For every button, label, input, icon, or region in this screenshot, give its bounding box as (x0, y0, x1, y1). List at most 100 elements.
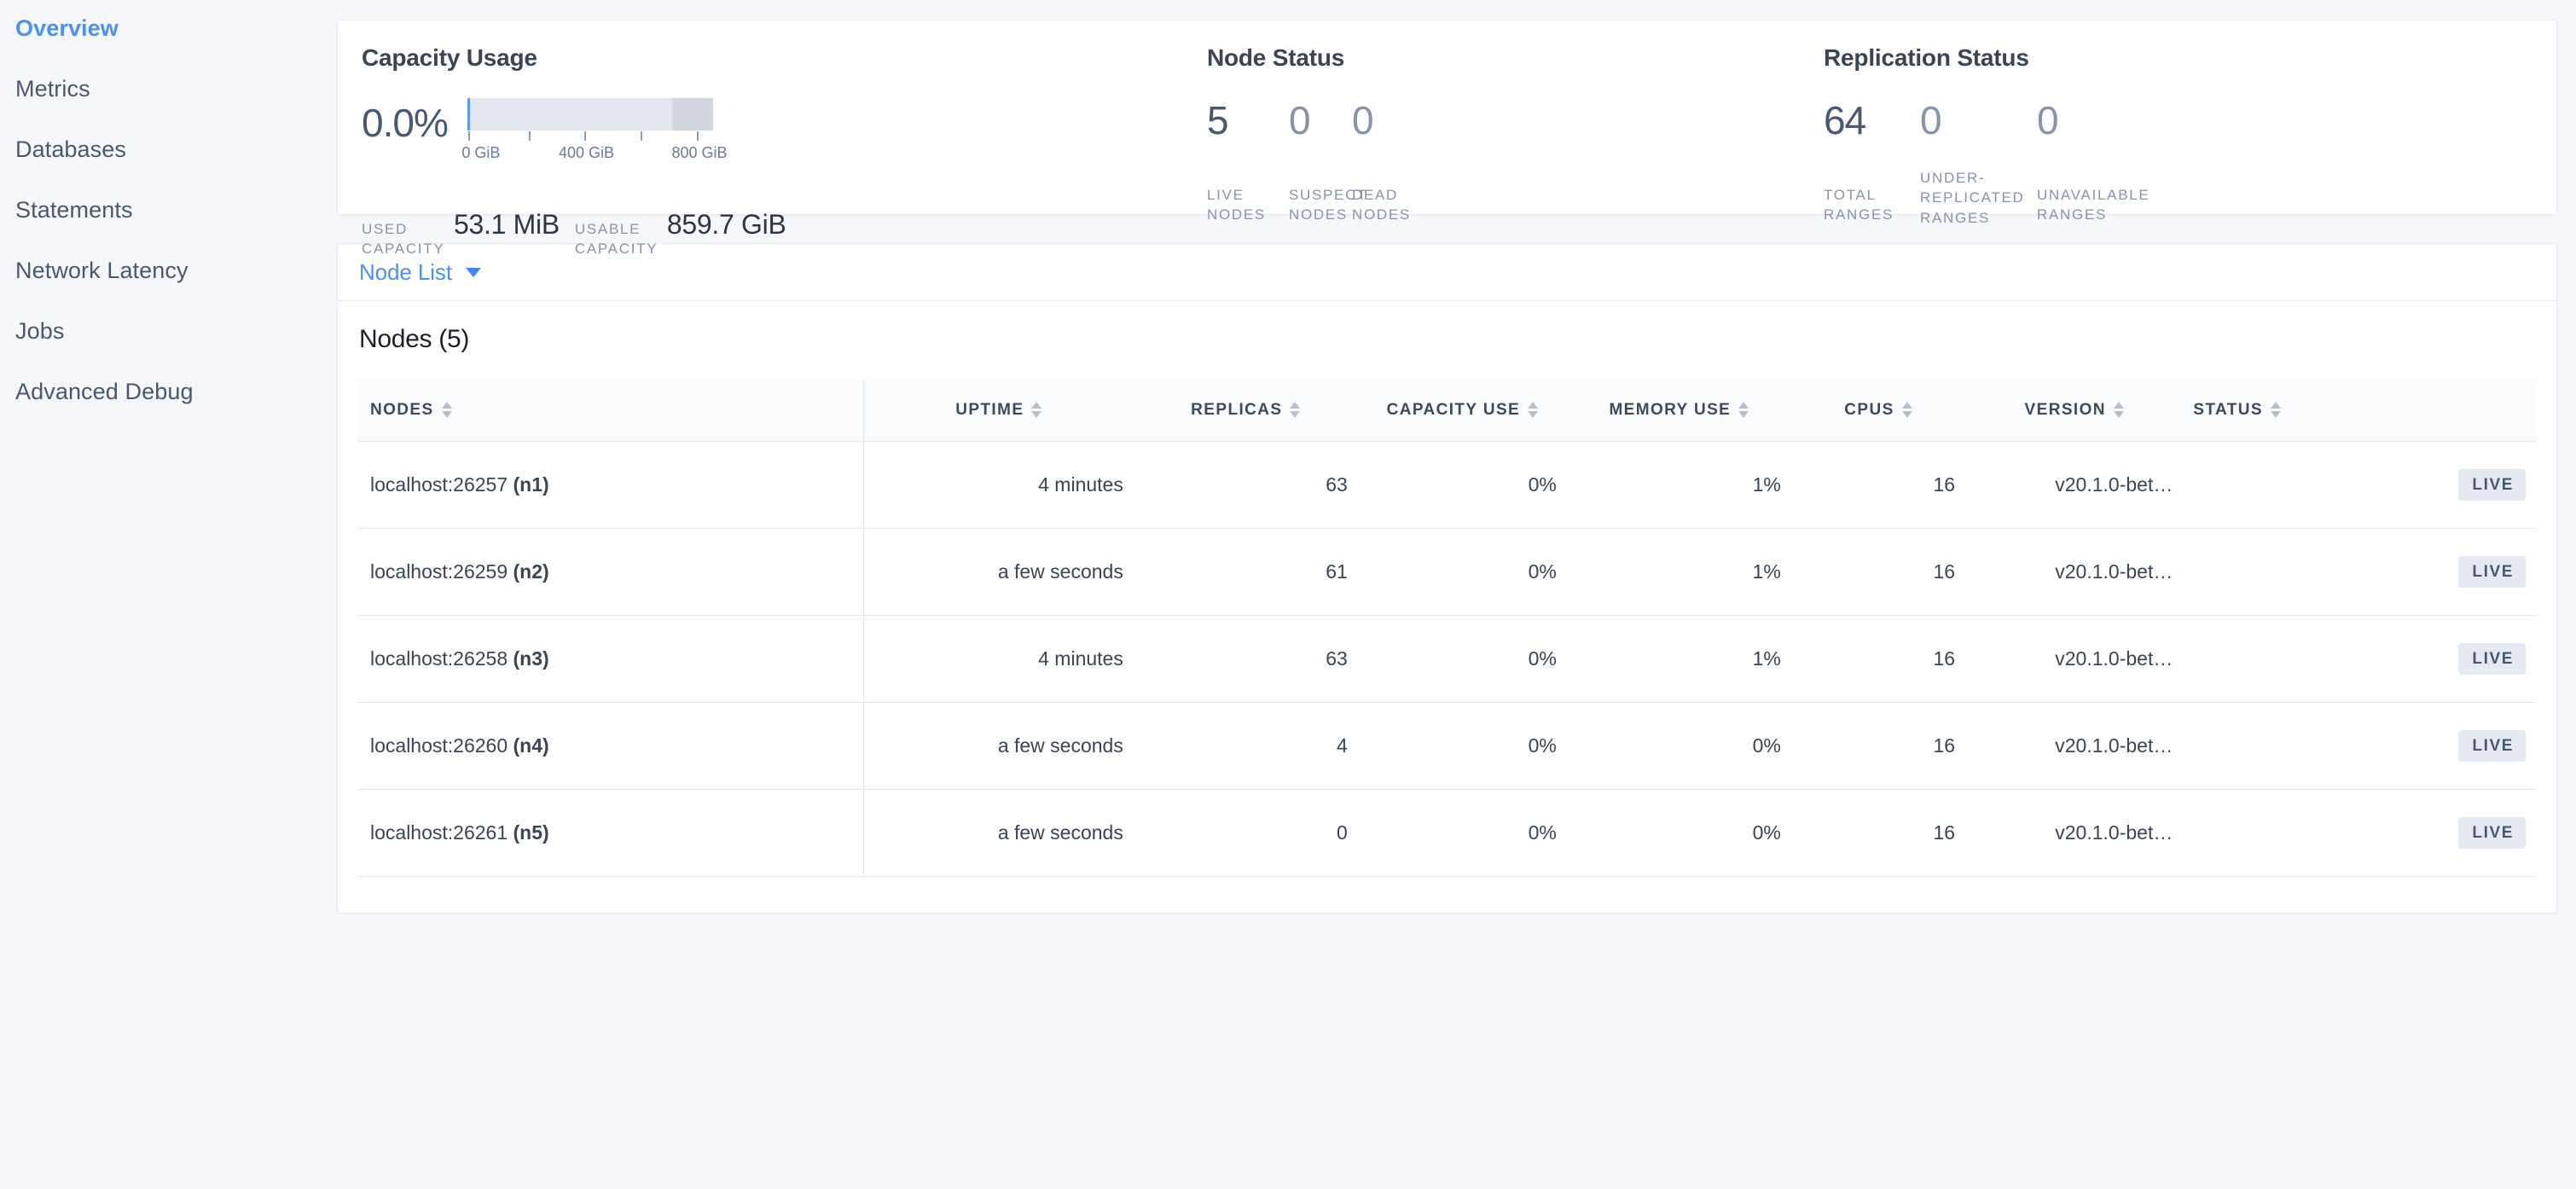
column-header-nodes[interactable]: NODES (358, 380, 864, 442)
sidebar-item-advanced-debug[interactable]: Advanced Debug (15, 379, 194, 404)
dead-nodes-label-line1: DEAD (1351, 187, 1399, 203)
unavailable-ranges-label-line2: RANGES (2037, 206, 2108, 223)
sidebar-item-metrics[interactable]: Metrics (15, 76, 90, 102)
cell-cpus: 16 (1790, 615, 1966, 703)
suspect-nodes-value: 0 (1288, 98, 1311, 142)
cell-memory-use: 0% (1566, 702, 1791, 790)
cell-replicas: 63 (1133, 615, 1358, 703)
suspect-nodes-label: SUSPECT NODES (1288, 185, 1366, 225)
table-row[interactable]: localhost:26258 (n3) 4 minutes 63 0% 1% … (358, 615, 2536, 703)
sort-icon[interactable] (2270, 402, 2281, 419)
unavailable-ranges-label: UNAVAILABLE RANGES (2037, 185, 2150, 225)
column-header-status[interactable]: STATUS (2183, 380, 2536, 442)
cell-node[interactable]: localhost:26260 (n4) (358, 702, 864, 790)
total-ranges-value: 64 (1824, 98, 1866, 142)
node-host: localhost:26260 (370, 734, 513, 757)
node-list-dropdown[interactable]: Node List (359, 261, 481, 283)
cell-capacity-use: 0% (1357, 789, 1567, 877)
sort-icon[interactable] (1290, 402, 1301, 419)
node-id: (n3) (513, 647, 549, 670)
table-row[interactable]: localhost:26260 (n4) a few seconds 4 0% … (358, 702, 2536, 790)
cell-cpus: 16 (1790, 702, 1966, 790)
node-id: (n4) (513, 734, 549, 757)
cell-cpus: 16 (1790, 789, 1966, 877)
usable-capacity-value: 859.7 GiB (666, 209, 786, 240)
sort-icon[interactable] (2113, 402, 2124, 419)
unavailable-ranges-stat: 0 UNAVAILABLE RANGES (2037, 101, 2150, 228)
column-header-uptime[interactable]: UPTIME (863, 380, 1134, 442)
replication-status-title: Replication Status (1824, 44, 2029, 71)
axis-label-800gib: 800 GiB (671, 144, 728, 161)
axis-tick (467, 131, 470, 141)
sidebar-item-statements[interactable]: Statements (15, 197, 133, 223)
cell-version: v20.1.0-bet… (1965, 528, 2184, 616)
cell-node[interactable]: localhost:26258 (n3) (358, 615, 864, 703)
sidebar-item-databases[interactable]: Databases (15, 136, 126, 162)
cell-replicas: 4 (1133, 702, 1358, 790)
sidebar-item-jobs[interactable]: Jobs (15, 318, 65, 344)
nav-spacer (0, 232, 337, 249)
status-badge: LIVE (2458, 555, 2526, 588)
axis-label-400gib: 400 GiB (559, 144, 615, 161)
sidebar-item-network-latency[interactable]: Network Latency (15, 258, 189, 283)
column-header-replicas[interactable]: REPLICAS (1133, 380, 1358, 442)
replication-status-stats: 64 TOTAL RANGES 0 UNDER- REPLICATED RANG… (1824, 101, 2556, 228)
sort-icon[interactable] (1031, 402, 1042, 419)
live-nodes-label: LIVE NODES (1207, 185, 1289, 225)
node-host: localhost:26257 (370, 473, 513, 496)
chevron-down-icon (465, 267, 481, 277)
usable-capacity-label: USABLE CAPACITY (575, 219, 667, 259)
sort-icon[interactable] (441, 402, 452, 419)
axis-tick (528, 131, 531, 141)
cell-replicas: 61 (1133, 528, 1358, 616)
under-replicated-label-line2: REPLICATED (1920, 189, 2025, 206)
sort-icon[interactable] (1901, 402, 1912, 419)
nodes-table-card: Nodes (5) NODES (337, 300, 2557, 914)
live-nodes-label-line2: NODES (1206, 206, 1266, 223)
under-replicated-ranges-value: 0 (1920, 98, 1942, 142)
column-header-cpus[interactable]: CPUS (1790, 380, 1966, 442)
live-nodes-value: 5 (1206, 98, 1229, 142)
cluster-summary-card: Capacity Usage 0.0% (337, 20, 2557, 257)
column-header-version[interactable]: VERSION (1965, 380, 2184, 442)
used-capacity-value: 53.1 MiB (454, 209, 560, 240)
main-content: Capacity Usage 0.0% (337, 0, 2576, 914)
cell-node[interactable]: localhost:26261 (n5) (358, 789, 864, 877)
column-header-memory-use[interactable]: MEMORY USE (1566, 380, 1791, 442)
table-row[interactable]: localhost:26259 (n2) a few seconds 61 0%… (358, 528, 2536, 616)
node-id: (n2) (513, 560, 549, 583)
live-nodes-stat: 5 LIVE NODES (1207, 101, 1289, 225)
cell-memory-use: 0% (1566, 789, 1791, 877)
sort-icon[interactable] (1528, 402, 1539, 419)
cell-status: LIVE (2183, 789, 2536, 877)
cell-capacity-use: 0% (1357, 441, 1567, 529)
cell-node[interactable]: localhost:26259 (n2) (358, 528, 864, 616)
suspect-nodes-label-line2: NODES (1288, 206, 1348, 223)
cell-memory-use: 1% (1566, 615, 1791, 703)
capacity-bar-chart: 0 GiB 400 GiB 800 GiB (461, 98, 728, 163)
column-header-cpus-label: CPUS (1844, 400, 1894, 419)
capacity-bar-track (467, 98, 713, 130)
cell-status: LIVE (2183, 702, 2536, 790)
column-header-nodes-label: NODES (370, 400, 434, 419)
node-host: localhost:26261 (370, 821, 513, 844)
cell-status: LIVE (2183, 441, 2536, 529)
node-list-dropdown-bar: Node List (337, 243, 2557, 300)
node-host: localhost:26258 (370, 647, 513, 670)
table-row[interactable]: localhost:26257 (n1) 4 minutes 63 0% 1% … (358, 441, 2536, 529)
nav-spacer (0, 293, 337, 310)
column-header-capacity-use[interactable]: CAPACITY USE (1357, 380, 1567, 442)
axis-label-0gib: 0 GiB (461, 144, 501, 161)
column-header-memory-use-label: MEMORY USE (1609, 400, 1732, 419)
usable-capacity-label-line2: CAPACITY (574, 241, 659, 258)
cell-version: v20.1.0-bet… (1965, 615, 2184, 703)
nodes-table: NODES UPTIME REPLICAS (358, 380, 2536, 877)
cell-node[interactable]: localhost:26257 (n1) (358, 441, 864, 529)
sidebar-item-overview[interactable]: Overview (15, 15, 119, 41)
sort-icon[interactable] (1738, 402, 1749, 419)
capacity-bar-unusable-segment (672, 98, 713, 130)
status-badge: LIVE (2458, 468, 2526, 501)
cell-memory-use: 1% (1566, 528, 1791, 616)
table-row[interactable]: localhost:26261 (n5) a few seconds 0 0% … (358, 789, 2536, 877)
